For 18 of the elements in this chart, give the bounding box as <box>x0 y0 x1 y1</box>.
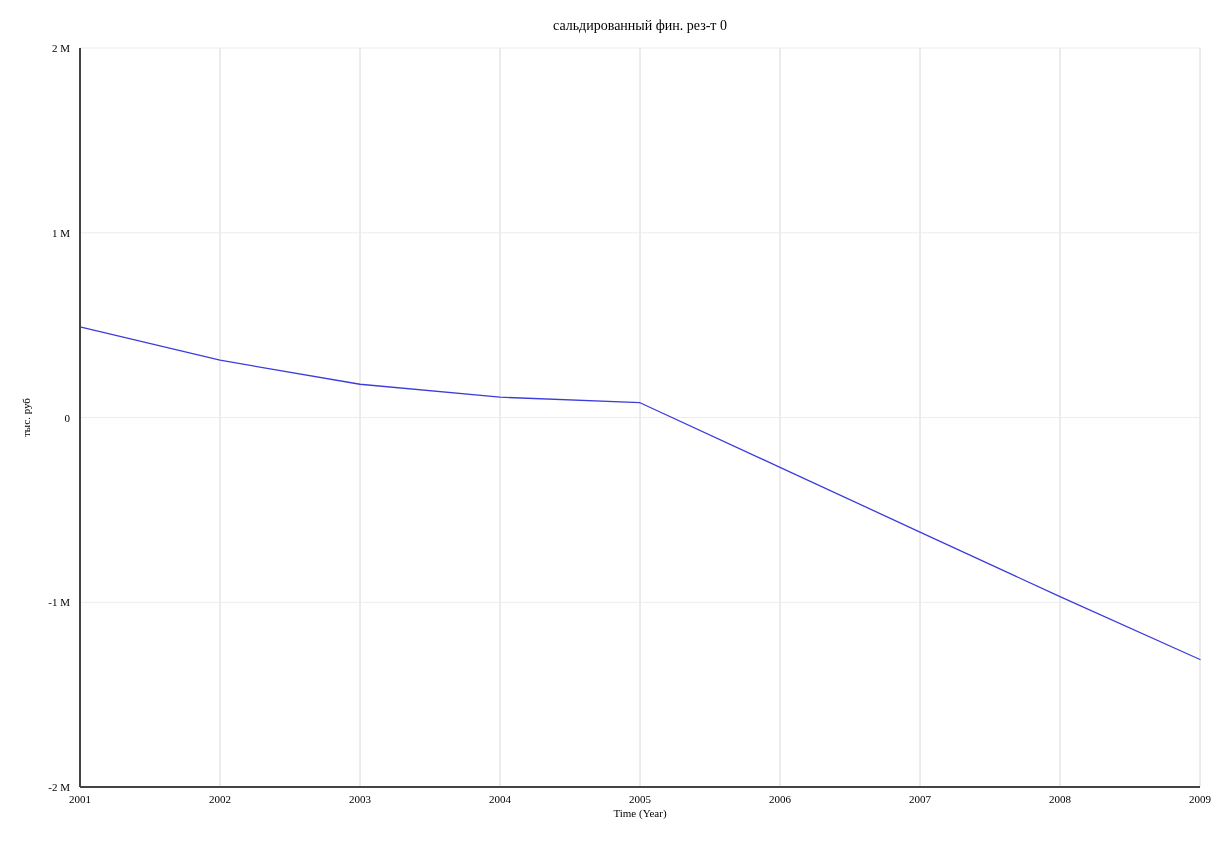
x-tick-label: 2007 <box>909 793 932 805</box>
x-axis-title: Time (Year) <box>613 807 667 820</box>
chart-title: сальдированный фин. рез-т 0 <box>553 18 727 33</box>
y-tick-label: 1 M <box>51 226 71 239</box>
y-tick-label: 0 <box>64 411 71 424</box>
x-tick-label: 2001 <box>69 793 91 805</box>
x-tick-label: 2005 <box>629 793 652 805</box>
x-tick-label: 2009 <box>1189 793 1212 805</box>
x-tick-label: 2006 <box>769 793 792 805</box>
x-tick-label: 2002 <box>209 793 231 805</box>
y-tick-label: -2 M <box>48 781 71 793</box>
x-tick-label: 2004 <box>489 793 512 805</box>
line-series <box>79 326 1201 661</box>
y-tick-label: 2 M <box>51 42 71 54</box>
y-axis-title: тыс. руб <box>20 397 32 437</box>
x-tick-label: 2008 <box>1049 793 1072 805</box>
y-tick-label: -1 M <box>48 596 71 609</box>
x-tick-label: 2003 <box>349 793 372 805</box>
